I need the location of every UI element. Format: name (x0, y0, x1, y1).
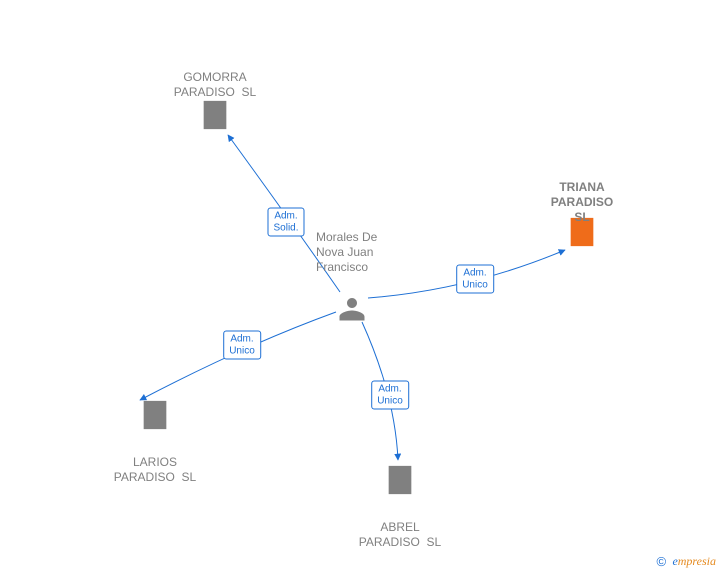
company-label-abrel: ABREL PARADISO SL (340, 520, 460, 550)
brand-name: empresia (672, 554, 716, 568)
company-label-larios: LARIOS PARADISO SL (95, 455, 215, 485)
center-person-label: Morales De Nova Juan Francisco (316, 230, 377, 275)
company-node-larios (138, 398, 172, 432)
company-node-abrel (383, 463, 417, 497)
copyright-symbol: © (657, 554, 667, 569)
edge-label-gomorra: Adm. Solid. (267, 208, 304, 237)
company-node-gomorra (198, 98, 232, 132)
diagram-canvas: { "canvas": { "width": 728, "height": 57… (0, 0, 728, 575)
edges-layer (0, 0, 728, 575)
edge-label-abrel: Adm. Unico (371, 381, 409, 410)
edge-label-larios: Adm. Unico (223, 331, 261, 360)
edge-label-triana: Adm. Unico (456, 265, 494, 294)
building-icon (198, 98, 232, 132)
company-label-gomorra: GOMORRA PARADISO SL (155, 70, 275, 100)
building-icon (138, 398, 172, 432)
center-person-node (337, 293, 367, 323)
person-icon (337, 293, 367, 323)
company-label-triana: TRIANA PARADISO SL (522, 180, 642, 225)
building-icon (383, 463, 417, 497)
footer-credit: © empresia (657, 554, 717, 569)
